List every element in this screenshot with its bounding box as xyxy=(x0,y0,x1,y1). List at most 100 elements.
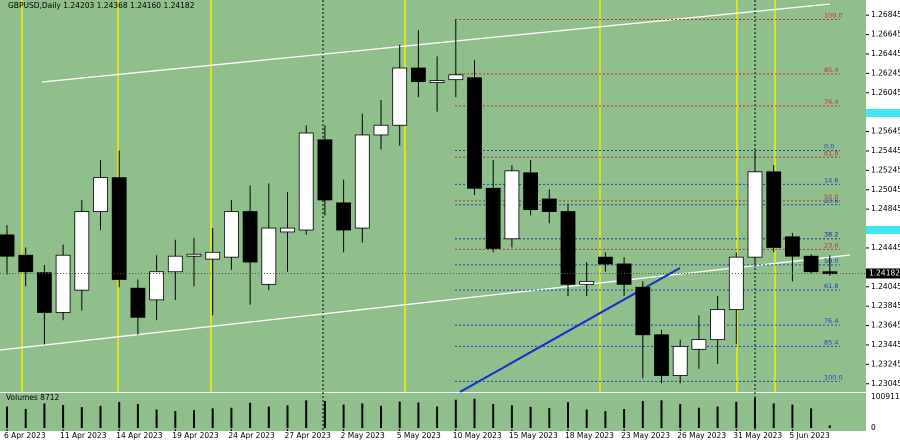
y-tick-label: 1.23045 xyxy=(871,379,900,388)
y-tick-label: 1.23645 xyxy=(871,321,900,330)
candle-body xyxy=(55,254,71,313)
y-tick-label: 1.23245 xyxy=(871,359,900,368)
candle-body xyxy=(785,236,800,257)
x-tick-label: 18 May 2023 xyxy=(565,431,614,440)
x-tick-label: 31 May 2023 xyxy=(733,431,782,440)
y-tick-label: 1.25645 xyxy=(871,127,900,136)
candle-body xyxy=(822,271,838,275)
x-tick-label: 15 May 2023 xyxy=(509,431,558,440)
candle-body xyxy=(354,134,370,229)
y-tick-label: 1.23845 xyxy=(871,301,900,310)
candle-body xyxy=(0,234,15,257)
fib-label: 23.6 xyxy=(824,197,838,205)
x-tick-label: 6 Apr 2023 xyxy=(4,431,46,440)
candle-body xyxy=(167,255,183,273)
x-tick-label: 23 May 2023 xyxy=(621,431,670,440)
price-scale xyxy=(866,0,900,440)
candle-body xyxy=(654,334,669,376)
x-tick-label: 14 Apr 2023 xyxy=(116,431,163,440)
candle-body xyxy=(560,211,576,285)
candle-body xyxy=(373,124,389,136)
candle-body xyxy=(467,77,482,189)
volume-tick-label: 0 xyxy=(871,423,876,432)
candle-body xyxy=(803,255,819,273)
candle-body xyxy=(93,177,108,212)
candle-body xyxy=(242,211,258,263)
candle-body xyxy=(448,74,464,81)
y-tick-label: 1.26845 xyxy=(871,10,900,19)
candle-body xyxy=(672,346,688,376)
fib-label: 85.4 xyxy=(824,338,838,346)
candle-body xyxy=(130,287,146,318)
candle-body xyxy=(111,177,127,280)
candle-body xyxy=(317,139,333,201)
candle-body xyxy=(37,272,52,313)
y-tick-label: 1.25445 xyxy=(871,146,900,155)
x-tick-label: 19 Apr 2023 xyxy=(172,431,219,440)
fib-label: 38.2 xyxy=(824,231,838,239)
fib-label: 50.0 xyxy=(824,193,838,201)
candle-body xyxy=(186,253,202,257)
current-price-box xyxy=(866,268,900,279)
candle-body xyxy=(710,309,725,341)
candle-body xyxy=(579,281,595,285)
x-tick-label: 2 May 2023 xyxy=(341,431,385,440)
y-tick-label: 1.25045 xyxy=(871,185,900,194)
fib-label: 61.8 xyxy=(824,282,838,290)
x-tick-label: 27 Apr 2023 xyxy=(285,431,332,440)
candle-body xyxy=(616,263,632,285)
volume-tick-label: 100911 xyxy=(871,392,900,401)
candle-body xyxy=(18,254,34,273)
current-price-label: 1.24182 xyxy=(869,268,900,277)
candle-body xyxy=(598,256,613,265)
candle-body xyxy=(728,256,744,310)
volume-title: Volumes 8712 xyxy=(6,393,60,402)
x-tick-label: 26 May 2023 xyxy=(677,431,726,440)
candle-body xyxy=(635,286,651,336)
candle-body xyxy=(298,132,314,231)
y-tick-label: 1.24045 xyxy=(871,282,900,291)
chart-title: GBPUSD,Daily 1.24203 1.24368 1.24160 1.2… xyxy=(8,1,195,10)
y-tick-label: 1.26645 xyxy=(871,30,900,39)
y-tick-label: 1.24845 xyxy=(871,204,900,213)
fib-label: 85.4 xyxy=(824,66,838,74)
y-tick-label: 1.26245 xyxy=(871,68,900,77)
x-tick-label: 10 May 2023 xyxy=(453,431,502,440)
candle-body xyxy=(205,251,221,260)
x-tick-label: 24 Apr 2023 xyxy=(228,431,275,440)
candle-body xyxy=(504,170,520,240)
candle-body xyxy=(541,198,557,212)
level-marker xyxy=(866,109,900,117)
candle-body xyxy=(280,227,295,233)
candle-body xyxy=(747,171,763,258)
x-tick-label: 5 Jun 2023 xyxy=(789,431,830,440)
fib-label: 76.4 xyxy=(824,317,838,325)
candle-body xyxy=(523,172,538,211)
level-marker xyxy=(866,226,900,234)
y-tick-label: 1.26445 xyxy=(871,49,900,58)
candle-body xyxy=(429,80,445,83)
x-tick-label: 11 Apr 2023 xyxy=(60,431,107,440)
candle-body xyxy=(410,67,426,82)
candle-body xyxy=(691,339,707,350)
fib-label: 100.0 xyxy=(824,373,843,381)
fib-label: 76.4 xyxy=(824,98,838,106)
volume-panel xyxy=(0,393,866,431)
y-tick-label: 1.26045 xyxy=(871,88,900,97)
fib-label: 38.2 xyxy=(824,231,838,239)
y-tick-label: 1.25245 xyxy=(871,165,900,174)
y-tick-label: 1.24445 xyxy=(871,243,900,252)
trend-lines xyxy=(0,3,851,351)
fib-label: 61.8 xyxy=(824,149,838,157)
candle-body xyxy=(149,271,165,301)
fib-label: 50.0 xyxy=(824,257,838,265)
fib-label: 0.0 xyxy=(824,142,834,150)
candle-body xyxy=(766,171,782,248)
candle-body xyxy=(223,211,239,258)
candle-body xyxy=(392,67,408,126)
fib-label: 14.6 xyxy=(824,176,838,184)
candle-body xyxy=(336,202,352,231)
x-tick-label: 5 May 2023 xyxy=(397,431,441,440)
fib-label: 100.0 xyxy=(824,12,843,20)
